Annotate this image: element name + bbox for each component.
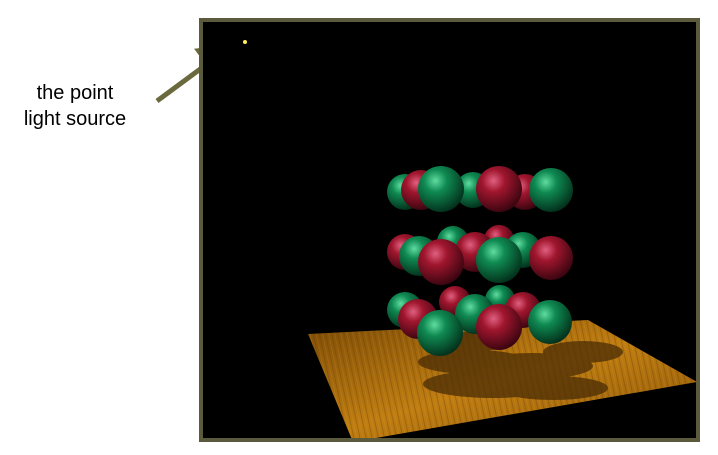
sphere-layer-middle (387, 225, 573, 285)
light-source-label: the point light source (10, 80, 140, 132)
point-light-icon (243, 40, 247, 44)
wooden-floor (308, 320, 696, 438)
label-line-2: light source (23, 108, 127, 130)
rendered-scene (243, 40, 696, 438)
sphere-layer-bottom (387, 285, 572, 356)
render-viewport (199, 18, 700, 442)
label-line-1: the point (36, 82, 114, 104)
sphere-layer-top (387, 166, 573, 212)
